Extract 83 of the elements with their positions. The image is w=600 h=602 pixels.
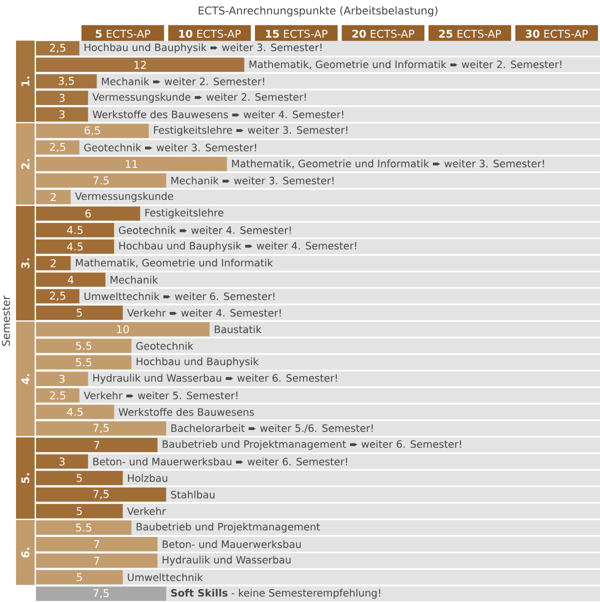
y-tick-label: Mathematik, Geometrie und Informatik ➨ weiter 2. Semester! bbox=[250, 60, 562, 70]
y-tick-label: Geotechnik ➨ weiter 3. Semester! bbox=[84, 144, 256, 152]
data-label: 4.5 bbox=[67, 408, 83, 416]
data-label: 5 bbox=[76, 573, 82, 582]
data-label: 3 bbox=[59, 110, 65, 118]
data-label: 4.5 bbox=[67, 226, 83, 234]
text: 6. bbox=[21, 548, 30, 558]
data-label: 2,5 bbox=[50, 142, 66, 152]
data-label: 7,5 bbox=[93, 589, 109, 598]
data-label: 5 bbox=[76, 474, 82, 482]
data-label: 5 bbox=[76, 507, 82, 516]
data-label: 7 bbox=[94, 556, 100, 565]
y-tick-label: Festigkeitslehre ➨ weiter 3. Semester! bbox=[154, 126, 348, 136]
data-label: 12 bbox=[134, 60, 146, 69]
y-tick-label: Mathematik, Geometrie und Informatik bbox=[76, 258, 273, 268]
text: 2. bbox=[21, 159, 30, 169]
text: 4. bbox=[21, 374, 30, 384]
y-tick-label: Holzbau bbox=[128, 474, 168, 482]
data-label: 11 bbox=[126, 160, 138, 168]
y-tick-label: Umwelttechnik bbox=[128, 573, 203, 582]
y-axis-title: Semester bbox=[2, 296, 10, 346]
data-label: 2 bbox=[50, 193, 56, 201]
y-tick-label: Hochbau und Bauphysik ➨ weiter 3. Semester! bbox=[84, 43, 322, 54]
y-tick-label: Hochbau und Bauphysik bbox=[136, 357, 259, 368]
y-tick-label: Werkstoffe des Bauwesens ➨ weiter 4. Semester! bbox=[92, 110, 344, 118]
x-tick-label: 5 ECTS-AP bbox=[96, 30, 150, 38]
x-tick-label: 10 ECTS-AP bbox=[179, 30, 241, 38]
y-tick-label: Beton- und Mauerwerksbau ➨ weiter 6. Semester! bbox=[93, 458, 347, 466]
data-label: 10 bbox=[117, 325, 129, 334]
y-tick-label: Verkehr ➨ weiter 4. Semester! bbox=[127, 308, 281, 317]
y-tick-label: Vermessungskunde bbox=[75, 192, 174, 202]
y-tick-label: Hochbau und Bauphysik ➨ weiter 4. Semester! bbox=[119, 242, 356, 252]
data-label: 4 bbox=[68, 276, 74, 284]
y-tick-label: Umwelttechnik ➨ weiter 6. Semester! bbox=[84, 292, 274, 300]
y-tick-label: Hydraulik und Wasserbau bbox=[162, 556, 291, 566]
text: 1. bbox=[21, 76, 30, 86]
data-label: 5.5 bbox=[76, 524, 92, 532]
data-label: 2.5 bbox=[50, 391, 66, 400]
data-label: 2,5 bbox=[50, 292, 66, 301]
y-tick-label: Baustatik bbox=[214, 325, 262, 334]
data-label: 7,5 bbox=[93, 490, 109, 500]
data-label: 5.5 bbox=[76, 358, 92, 366]
text: 5. bbox=[21, 473, 30, 483]
data-label: 3 bbox=[59, 374, 65, 383]
y-tick-label: Baubetrieb und Projektmanagement ➨ weiter 6. Semester! bbox=[162, 440, 461, 450]
y-tick-label: Verkehr bbox=[127, 507, 166, 516]
data-label: 3 bbox=[59, 94, 65, 102]
y-tick-label: Geotechnik ➨ weiter 4. Semester! bbox=[118, 226, 291, 234]
data-label: 2,5 bbox=[50, 44, 66, 53]
y-tick-label: Verkehr ➨ weiter 5. Semester! bbox=[84, 391, 238, 400]
data-label: 7 bbox=[94, 540, 100, 548]
x-axis-title: ECTS-Anrechnungspunkte (Arbeitsbelastung) bbox=[198, 6, 438, 17]
y-tick-label: Soft Skills - keine Semesterempfehlung! bbox=[171, 588, 380, 599]
data-label: 5.5 bbox=[76, 342, 92, 350]
data-label: 3,5 bbox=[58, 76, 74, 86]
y-tick-label: Baubetrieb und Projektmanagement bbox=[136, 522, 320, 533]
text: 3. bbox=[21, 258, 30, 268]
data-label: 2 bbox=[50, 259, 56, 268]
x-tick-label: 30 ECTS-AP bbox=[526, 30, 588, 38]
y-tick-label: Mathematik, Geometrie und Informatik ➨ weiter 3. Semester! bbox=[232, 160, 544, 168]
data-label: 7,5 bbox=[93, 424, 109, 433]
y-tick-label: Beton- und Mauerwerksbau bbox=[162, 540, 301, 548]
data-label: 7 bbox=[94, 441, 100, 449]
x-tick-label: 15 ECTS-AP bbox=[266, 30, 328, 38]
bar bbox=[36, 586, 166, 601]
data-label: 7.5 bbox=[93, 176, 109, 184]
data-label: 5 bbox=[76, 308, 82, 317]
y-tick-label: Mechanik ➨ weiter 2. Semester! bbox=[102, 77, 264, 86]
y-tick-label: Hydraulik und Wasserbau ➨ weiter 6. Semester! bbox=[93, 374, 337, 384]
y-tick-label: Stahlbau bbox=[171, 490, 214, 498]
x-tick-label: 25 ECTS-AP bbox=[439, 30, 502, 38]
y-tick-label: Mechanik bbox=[110, 276, 158, 284]
y-tick-label: Bachelorarbeit ➨ weiter 5./6. Semester! bbox=[171, 424, 373, 433]
data-label: 6,5 bbox=[84, 126, 100, 136]
y-tick-label: Festigkeitslehre bbox=[145, 208, 224, 218]
data-label: 6 bbox=[85, 210, 91, 218]
y-tick-label: Mechanik ➨ weiter 3. Semester! bbox=[171, 176, 334, 184]
data-label: 4.5 bbox=[67, 242, 83, 251]
data-label: 3 bbox=[59, 457, 65, 466]
y-tick-label: Geotechnik bbox=[136, 342, 194, 350]
x-tick-label: 20 ECTS-AP bbox=[352, 30, 414, 38]
y-tick-label: Vermessungskunde ➨ weiter 2. Semester! bbox=[92, 92, 306, 103]
y-tick-label: Werkstoffe des Bauwesens bbox=[118, 408, 254, 416]
